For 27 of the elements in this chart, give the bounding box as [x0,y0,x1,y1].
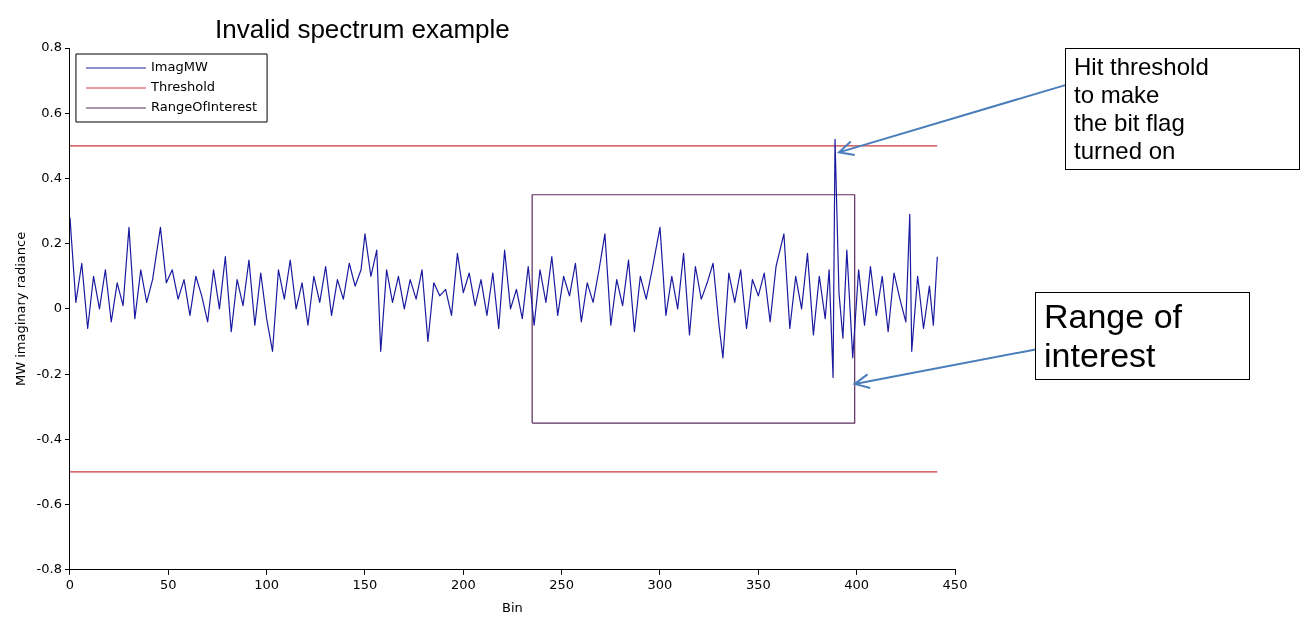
legend-label: ImagMW [150,59,208,75]
x-tick-label: 300 [647,576,673,592]
y-tick-label: 0.6 [41,104,62,120]
y-tick-label: -0.4 [36,430,62,446]
x-tick-label: 50 [160,576,177,592]
x-tick-label: 150 [352,576,378,592]
y-axis-title: MW imaginary radiance [13,231,29,387]
y-tick-label: 0.4 [41,169,62,185]
annotation: Hit threshold to make the bit flag turned on [1065,48,1300,170]
chart-title: Invalid spectrum example [215,14,510,45]
x-tick-label: 100 [254,576,280,592]
x-tick-label: 350 [745,576,771,592]
y-tick-label: -0.2 [36,365,62,381]
y-tick-label: 0.8 [41,39,62,55]
annotation: Range of interest [1035,292,1250,380]
x-tick-label: 400 [844,576,870,592]
y-tick-label: 0 [53,300,62,316]
y-tick-label: 0.2 [41,235,62,251]
legend-label: RangeOfInterest [150,99,258,115]
legend-label: Threshold [149,79,216,95]
x-tick-label: 450 [942,576,968,592]
x-tick-label: 0 [65,576,75,592]
x-axis-title: Bin [502,599,523,615]
y-tick-label: -0.6 [36,495,62,511]
x-tick-label: 200 [450,576,476,592]
y-tick-label: -0.8 [36,561,62,577]
x-tick-label: 250 [549,576,575,592]
